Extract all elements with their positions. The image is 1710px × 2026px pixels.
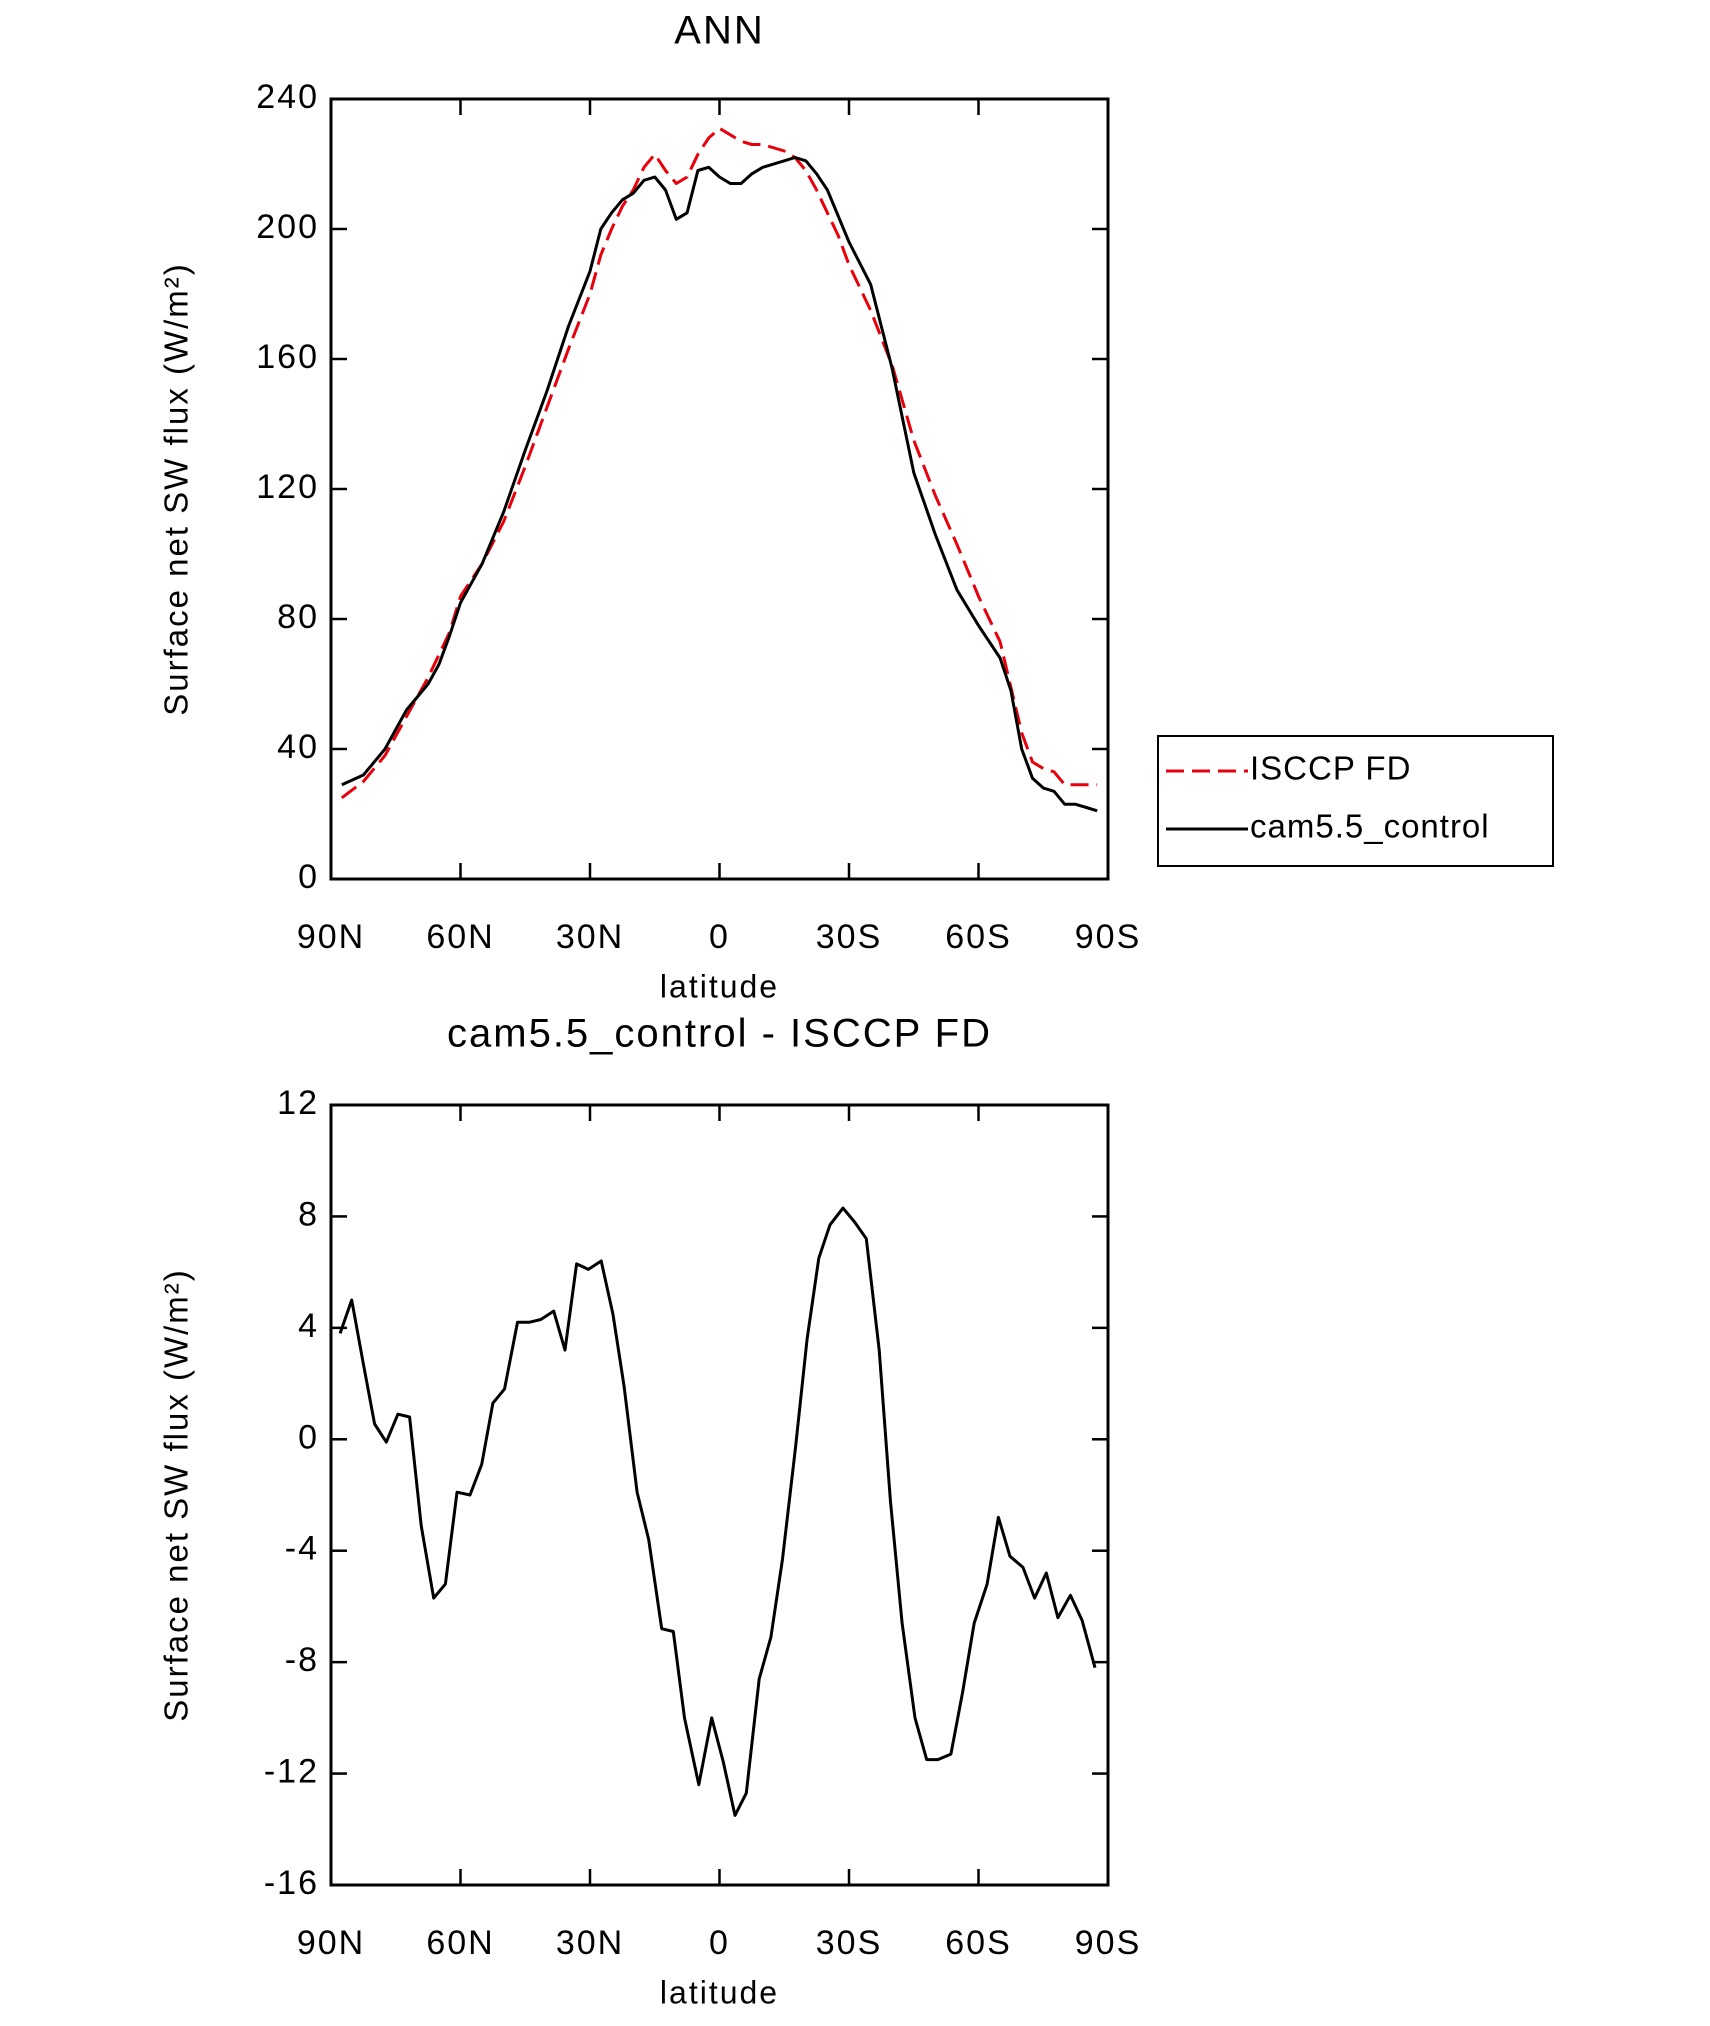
y-tick-label: 80 <box>277 598 319 636</box>
x-tick-label: 30N <box>556 918 624 956</box>
data-line <box>338 1206 1097 1817</box>
x-tick-label: 90S <box>1075 1924 1142 1962</box>
x-tick-label: 90N <box>297 918 365 956</box>
y-tick-label: 200 <box>256 208 319 246</box>
x-axis-label: latitude <box>660 1974 779 2010</box>
y-tick-label: 120 <box>256 468 319 506</box>
data-line <box>341 156 1098 813</box>
x-tick-label: 90S <box>1075 918 1142 956</box>
data-line <box>340 126 1098 799</box>
y-axis-label: Surface net SW flux (W/m²) <box>158 262 195 716</box>
x-tick-label: 60N <box>426 1924 494 1962</box>
legend-label: cam5.5_control <box>1250 808 1490 845</box>
y-axis-label: Surface net SW flux (W/m²) <box>158 1268 195 1722</box>
y-tick-label: 0 <box>298 858 319 896</box>
x-tick-label: 90N <box>297 1924 365 1962</box>
x-tick-label: 30S <box>816 918 883 956</box>
y-tick-label: -16 <box>264 1864 319 1902</box>
y-tick-label: -8 <box>285 1641 319 1679</box>
x-tick-label: 60S <box>945 1924 1012 1962</box>
y-tick-label: 12 <box>277 1084 319 1122</box>
x-axis-label: latitude <box>660 968 779 1004</box>
x-tick-label: 60S <box>945 918 1012 956</box>
x-tick-label: 0 <box>709 918 730 956</box>
x-tick-label: 30S <box>816 1924 883 1962</box>
y-tick-label: 4 <box>298 1307 319 1345</box>
legend-label: ISCCP FD <box>1250 750 1411 787</box>
x-tick-label: 30N <box>556 1924 624 1962</box>
chart-title: ANN <box>674 9 764 53</box>
y-tick-label: 0 <box>298 1418 319 1456</box>
y-tick-label: -4 <box>285 1530 319 1568</box>
x-tick-label: 0 <box>709 1924 730 1962</box>
y-tick-label: 40 <box>277 728 319 766</box>
y-tick-label: 240 <box>256 78 319 116</box>
x-tick-label: 60N <box>426 918 494 956</box>
y-tick-label: 160 <box>256 338 319 376</box>
plot-frame <box>329 97 1110 881</box>
chart-title: cam5.5_control - ISCCP FD <box>447 1012 992 1056</box>
y-tick-label: -12 <box>264 1753 319 1791</box>
legend-box <box>1157 735 1554 867</box>
y-tick-label: 8 <box>298 1195 319 1233</box>
plot-frame <box>329 1103 1110 1887</box>
